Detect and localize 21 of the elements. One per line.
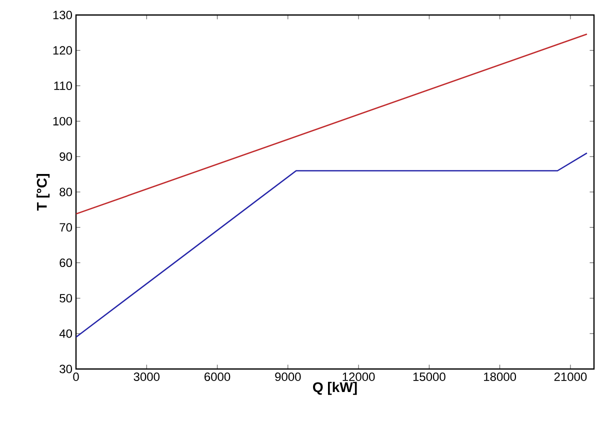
y-tick-label: 130 xyxy=(53,10,72,20)
x-tick-label: 12000 xyxy=(342,372,375,382)
y-tick-label: 70 xyxy=(60,223,72,232)
x-axis-title: Q [kW] xyxy=(313,382,357,395)
x-tick-label: 3000 xyxy=(134,372,160,382)
y-tick-label: 40 xyxy=(59,329,72,338)
x-tick-label: 9000 xyxy=(275,372,301,382)
y-tick-label: 80 xyxy=(60,188,72,196)
x-tick-label: 15000 xyxy=(413,372,446,382)
y-tick-label: 120 xyxy=(53,46,72,55)
y-axis-title: T [°C] xyxy=(36,174,50,211)
y-tick-label: 60 xyxy=(60,258,72,268)
x-tick-label: 6000 xyxy=(204,372,230,382)
x-tick-label: 0 xyxy=(73,372,79,382)
y-tick-label: 90 xyxy=(60,152,72,161)
y-tick-label: 50 xyxy=(60,294,72,302)
y-tick-label: 30 xyxy=(60,364,72,374)
x-tick-label: 21000 xyxy=(554,372,587,382)
x-tick-label: 18000 xyxy=(484,372,516,382)
y-tick-label: 100 xyxy=(53,116,72,126)
y-tick-label: 110 xyxy=(54,82,72,90)
